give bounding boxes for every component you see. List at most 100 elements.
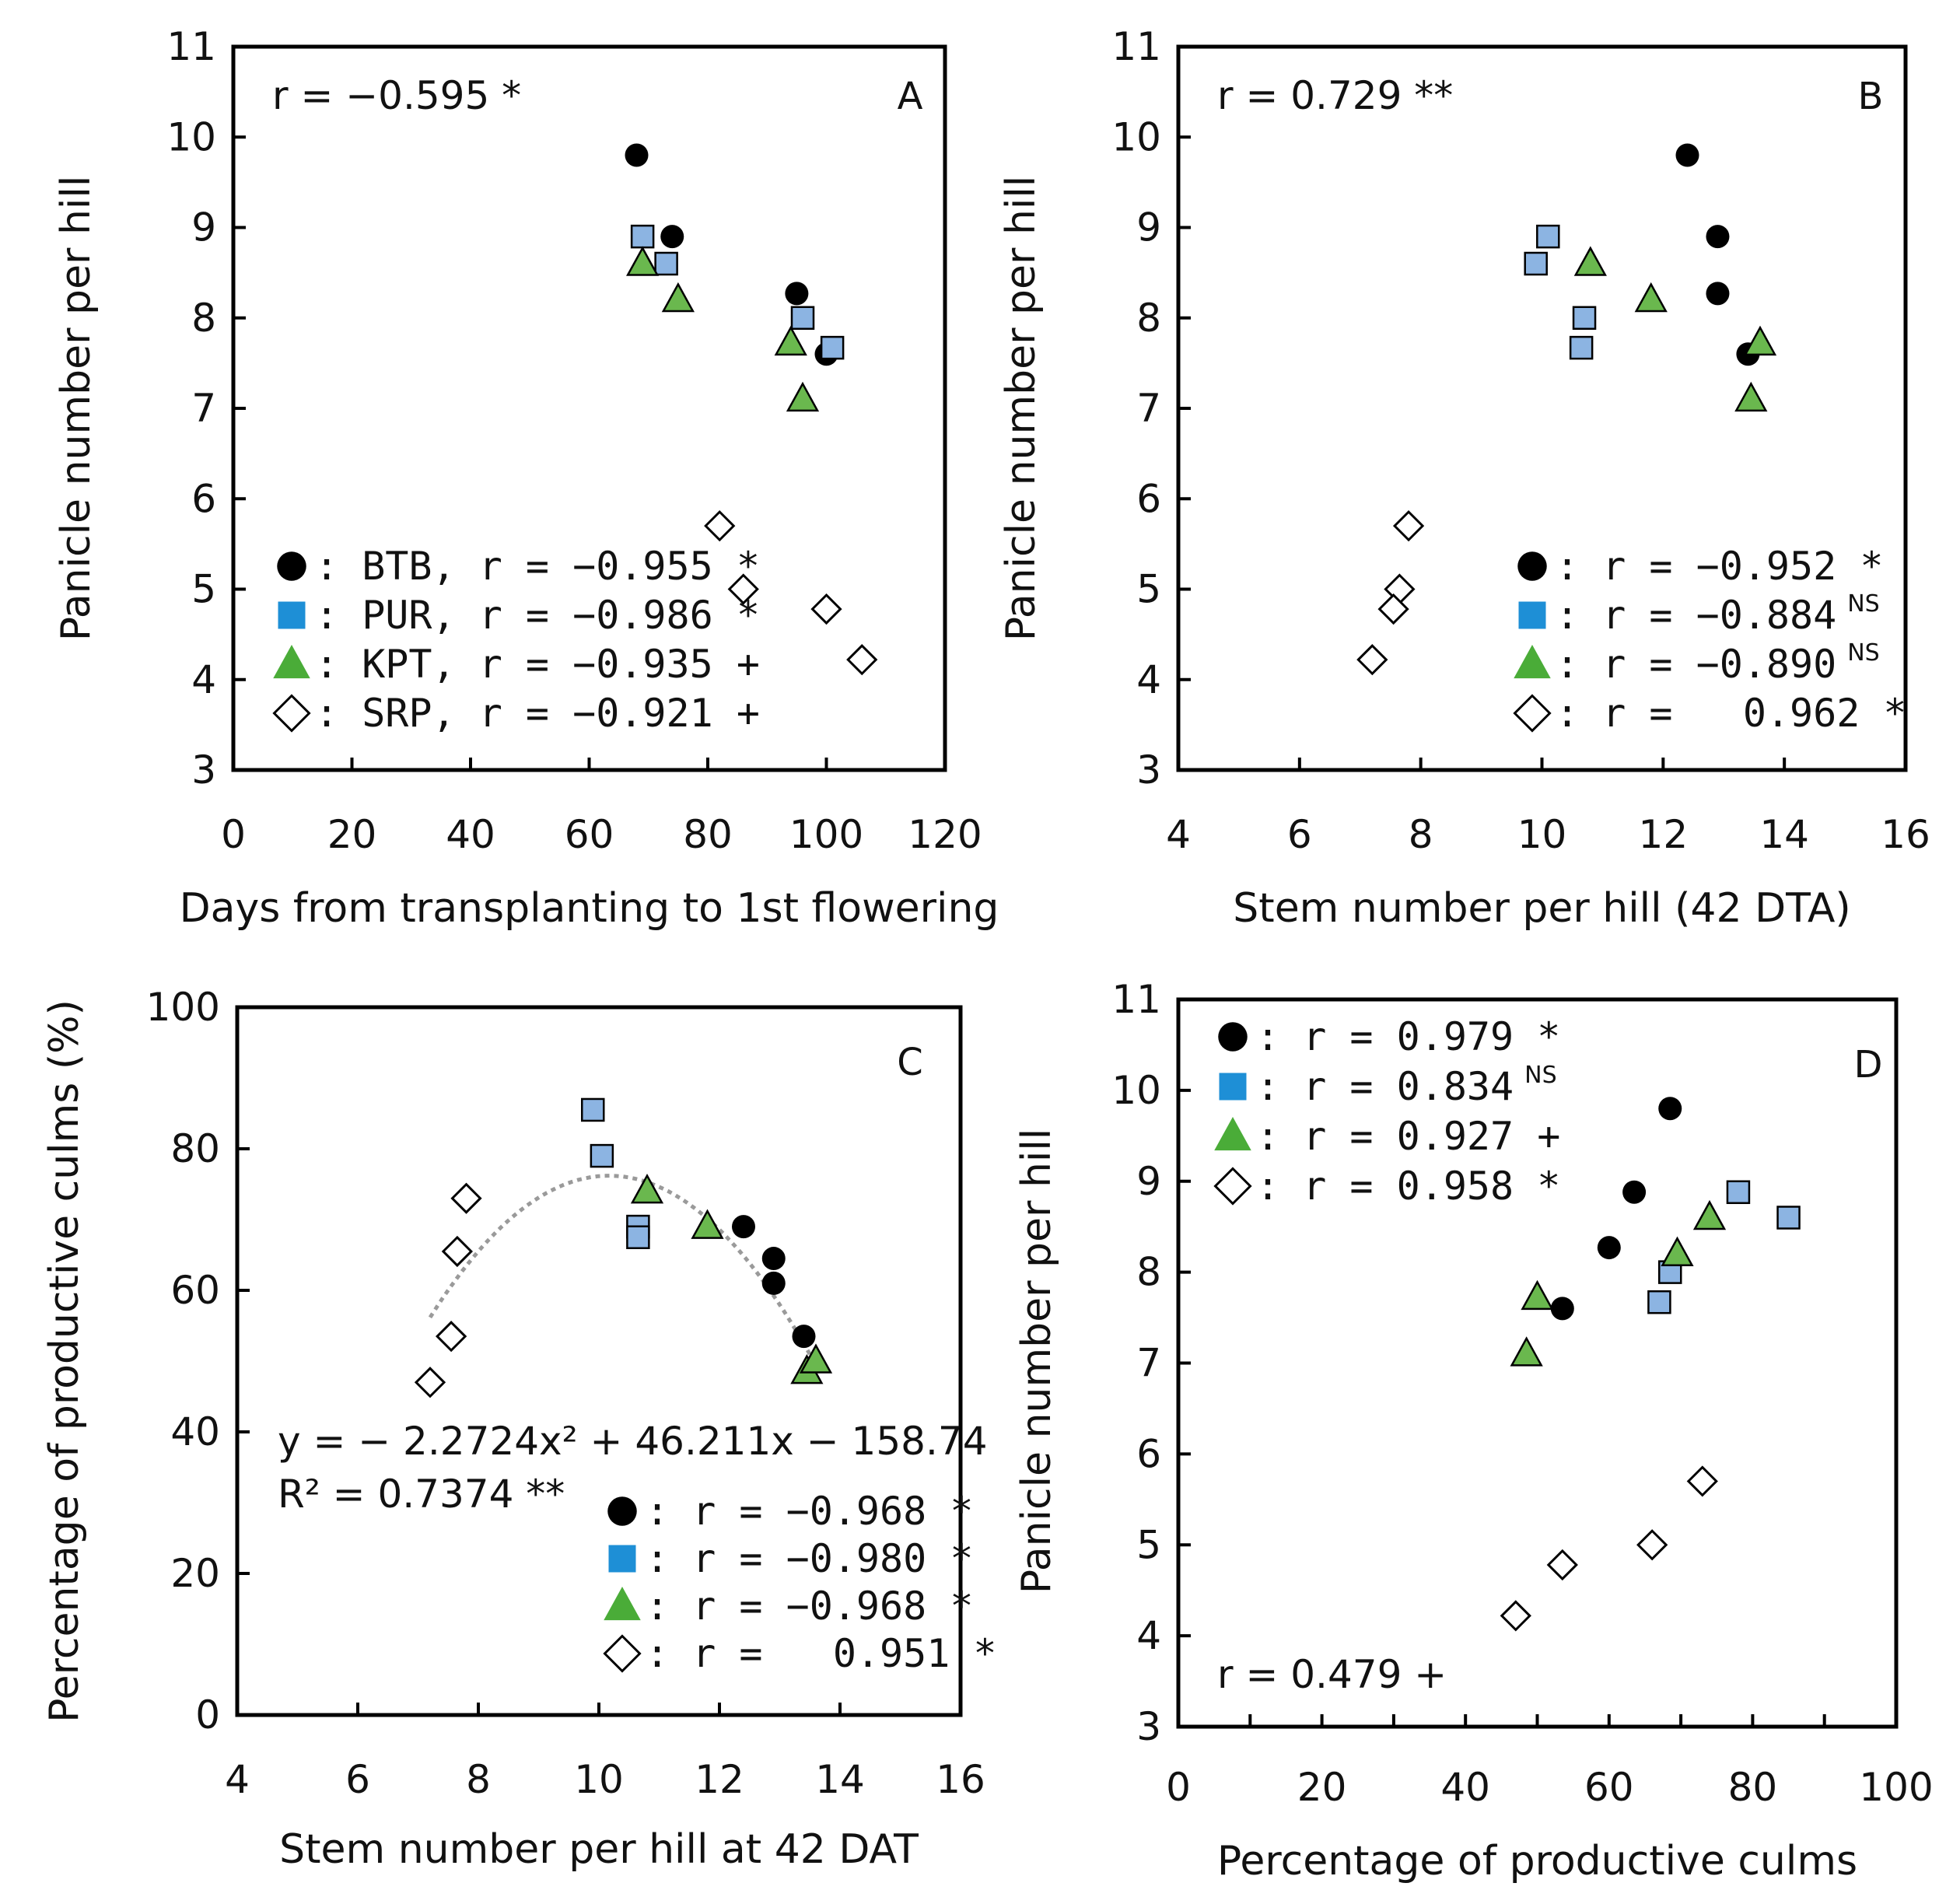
y-tick-label: 7 [1136, 1341, 1161, 1386]
legend-kpt-icon [273, 644, 310, 679]
y-tick-label: 6 [1136, 476, 1161, 521]
data-point [1536, 224, 1560, 249]
y-tick-label: 20 [170, 1551, 220, 1596]
data-point [1647, 1290, 1671, 1314]
data-point [630, 224, 655, 249]
data-point [790, 306, 815, 330]
legend-label: : BTB, r = −0.955 * [315, 544, 760, 589]
data-point [846, 644, 878, 676]
data-point [1636, 1529, 1668, 1561]
legend-label: : r = −0.968 * [646, 1584, 973, 1629]
data-point [1706, 225, 1730, 249]
data-point [660, 225, 684, 249]
data-point [1569, 335, 1594, 360]
y-tick-label: 3 [1136, 1704, 1161, 1749]
y-tick-label: 9 [1136, 205, 1161, 250]
regression-equation: y = − 2.2724x² + 46.211x − 158.74 [278, 1419, 988, 1464]
series-pur [581, 1097, 650, 1249]
x-axis-title: Stem number per hill (42 DTA) [1233, 885, 1850, 932]
series-pur [1647, 1180, 1801, 1314]
data-point [1521, 1279, 1554, 1311]
data-point [1392, 510, 1425, 542]
x-axis-title: Stem number per hill at 42 DAT [279, 1826, 919, 1873]
series-kpt [1510, 1199, 1727, 1367]
data-point [1686, 1465, 1718, 1497]
legend-label: : r = 0.951 * [646, 1631, 997, 1676]
panel-letter: A [898, 75, 923, 118]
y-tick-label: 4 [1136, 657, 1161, 702]
y-tick-label: 9 [1136, 1159, 1161, 1204]
overall-correlation: r = 0.479 + [1217, 1652, 1447, 1697]
data-point [661, 282, 695, 313]
series-srp [1356, 510, 1425, 676]
x-tick-label: 60 [565, 812, 614, 857]
series-kpt [1573, 246, 1777, 412]
data-point [1572, 306, 1597, 330]
legend-label: : KPT, r = −0.935 + [315, 642, 760, 687]
data-point [1743, 325, 1777, 356]
y-axis-title: Panicle number per hill [998, 176, 1045, 642]
x-axis-title: Percentage of productive culms [1217, 1838, 1857, 1885]
legend-significance: NS [1847, 639, 1879, 667]
y-tick-label: 5 [1136, 567, 1161, 612]
x-tick-label: 14 [1759, 812, 1809, 857]
data-point [761, 1271, 786, 1295]
data-point [1706, 282, 1730, 306]
y-tick-label: 9 [191, 205, 216, 250]
legend-btb-icon [607, 1496, 637, 1526]
legend-label: : r = 0.927 + [1256, 1114, 1560, 1159]
x-tick-label: 12 [695, 1757, 744, 1802]
data-point [704, 510, 736, 542]
data-point [626, 1225, 650, 1249]
legend-kpt-icon [1214, 1116, 1251, 1151]
legend-label: : r = 0.834 [1256, 1064, 1514, 1109]
y-tick-label: 11 [1111, 977, 1161, 1022]
y-tick-label: 3 [1136, 747, 1161, 793]
legend-label: : r = −0.884 [1556, 593, 1836, 638]
series-btb [1675, 143, 1760, 366]
data-point [626, 246, 660, 276]
series-srp [414, 1182, 482, 1398]
y-tick-label: 10 [166, 114, 216, 159]
legend-pur-icon [608, 1545, 636, 1573]
x-tick-label: 6 [345, 1757, 370, 1802]
series-pur [1524, 224, 1597, 360]
data-point [450, 1182, 482, 1214]
panel-letter: B [1858, 75, 1884, 118]
legend-srp-icon [603, 1634, 642, 1673]
legend-kpt-icon [604, 1586, 641, 1621]
x-tick-label: 4 [1166, 812, 1191, 857]
data-point [590, 1143, 614, 1168]
data-point [1510, 1336, 1543, 1367]
legend-kpt-icon [1514, 644, 1551, 679]
data-point [1675, 143, 1699, 167]
legend-pur-icon [278, 601, 306, 629]
legend-pur-icon [1219, 1073, 1247, 1101]
data-point [436, 1321, 467, 1353]
legend-pur-icon [1518, 601, 1546, 629]
y-tick-label: 10 [1111, 1068, 1161, 1113]
x-tick-label: 0 [1166, 1765, 1191, 1810]
series-btb [732, 1215, 816, 1349]
data-point [1692, 1199, 1727, 1230]
data-point [727, 573, 759, 605]
x-tick-label: 16 [936, 1757, 985, 1802]
y-tick-label: 5 [1136, 1522, 1161, 1567]
y-tick-label: 10 [1111, 114, 1161, 159]
legend-label: : r = −0.980 * [646, 1536, 973, 1581]
data-point [1622, 1180, 1647, 1204]
data-point [441, 1235, 473, 1268]
data-point [1658, 1097, 1682, 1121]
data-point [691, 1209, 724, 1239]
overall-correlation: r = 0.729 ** [1217, 73, 1453, 118]
y-tick-label: 8 [191, 296, 216, 341]
data-point [820, 335, 845, 360]
legend-btb-icon [1218, 1022, 1248, 1052]
data-point [1356, 644, 1388, 676]
y-tick-label: 3 [191, 747, 216, 793]
legend-label: : SRP, r = −0.921 + [315, 691, 760, 736]
data-point [625, 143, 649, 167]
data-point [799, 1343, 833, 1374]
